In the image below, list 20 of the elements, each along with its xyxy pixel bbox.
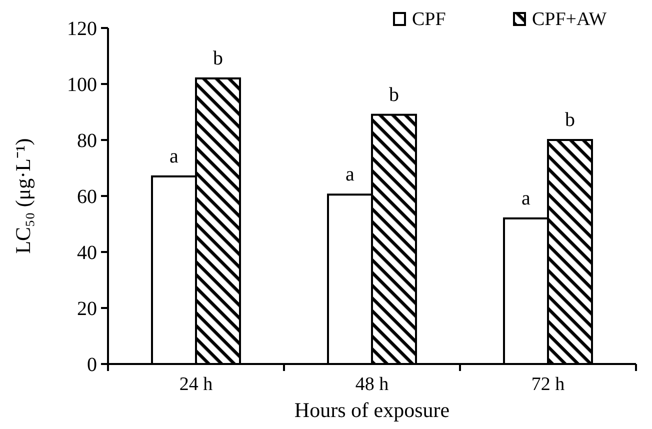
annotation: b [213,47,223,70]
x-tick-label: 48 h [355,374,390,395]
y-tick-label: 100 [67,74,97,96]
legend-label: CPF [412,9,446,30]
y-tick-label: 80 [77,130,97,152]
y-tick-label: 60 [77,186,97,208]
annotation: a [522,187,531,210]
y-tick-label: 20 [77,298,97,320]
annotation: a [170,145,179,168]
y-axis-title: LC₅₀ (μg·L⁻¹) [11,138,35,254]
x-tick-label: 72 h [531,374,566,395]
x-tick-label: 24 h [179,374,214,395]
annotation: a [346,164,355,186]
legend-label: CPF+AW [532,9,607,30]
y-tick-label: 0 [87,354,97,376]
x-axis-title: Hours of exposure [294,398,450,422]
y-tick-label: 120 [67,18,97,40]
y-tick-label: 40 [77,242,97,264]
annotation: b [389,84,399,106]
annotation: b [565,109,575,131]
